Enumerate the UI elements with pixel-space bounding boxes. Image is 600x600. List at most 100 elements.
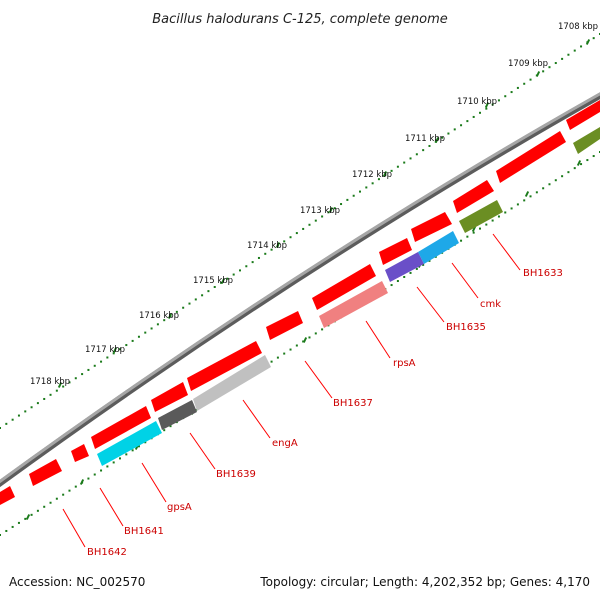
gene-bar-cyan[interactable]: [97, 421, 162, 466]
gene-label-gpsa[interactable]: gpsA: [167, 502, 192, 513]
ruler-minor-tick: [207, 290, 210, 293]
genome-backbone: [0, 92, 600, 484]
ruler-minor-tick: [93, 364, 96, 367]
gene-bar-darkgray[interactable]: [158, 400, 197, 430]
gene-bar-olive[interactable]: [573, 127, 600, 154]
ruler-minor-tick: [516, 86, 519, 89]
ruler-minor-tick: [43, 505, 46, 508]
gene-bar-olive[interactable]: [459, 200, 503, 233]
cds-arrow[interactable]: [29, 459, 62, 486]
cds-arrow[interactable]: [453, 180, 494, 213]
gene-label-bh1635[interactable]: BH1635: [446, 322, 486, 333]
gene-bar-blue[interactable]: [418, 231, 459, 264]
ruler-minor-tick: [359, 190, 361, 193]
ruler-minor-tick: [49, 393, 52, 396]
ruler-major-tick: [535, 71, 541, 77]
ruler-minor-tick: [36, 509, 39, 512]
ruler-minor-tick: [346, 198, 349, 201]
ruler-minor-tick: [592, 37, 595, 40]
ruler-minor-tick: [93, 473, 96, 476]
ruler-minor-tick: [377, 178, 380, 181]
ruler-minor-tick: [479, 111, 481, 114]
ruler-minor-tick: [554, 179, 557, 182]
ruler-minor-tick: [523, 82, 526, 85]
ruler-minor-tick: [201, 294, 204, 297]
gene-label-bh1637[interactable]: BH1637: [333, 398, 373, 409]
ruler-minor-tick: [403, 275, 406, 278]
gene-label-cmk[interactable]: cmk: [480, 299, 501, 310]
ruler-minor-tick: [188, 302, 191, 305]
kbp-label: 1712 kbp: [352, 170, 392, 180]
ruler-minor-tick: [491, 103, 494, 106]
inner-strand-features: [97, 127, 600, 466]
gene-bar-lightgray[interactable]: [193, 355, 271, 411]
ruler-minor-tick: [245, 265, 248, 268]
gene-label-bh1633[interactable]: BH1633: [523, 268, 563, 279]
ruler-minor-tick: [30, 406, 33, 409]
ruler-minor-tick: [194, 298, 197, 301]
ruler-minor-tick: [11, 525, 14, 528]
ruler-minor-tick: [510, 91, 513, 94]
ruler-minor-tick: [365, 186, 368, 189]
ruler-major-tick: [382, 171, 388, 177]
ruler-minor-tick: [428, 144, 431, 147]
cds-arrow[interactable]: [312, 264, 376, 310]
ruler-minor-tick: [163, 429, 166, 432]
ruler-minor-tick: [17, 521, 20, 524]
ruler-minor-tick: [504, 211, 507, 214]
ruler-minor-tick: [74, 377, 77, 380]
ruler-minor-tick: [592, 155, 595, 158]
ruler-minor-tick: [422, 149, 425, 152]
ruler-minor-tick: [283, 240, 286, 243]
cds-arrow[interactable]: [71, 444, 89, 462]
ruler-minor-tick: [510, 207, 513, 210]
ruler-minor-tick: [239, 269, 241, 272]
gene-label-bh1639[interactable]: BH1639: [216, 469, 256, 480]
ruler-minor-tick: [264, 252, 267, 255]
ruler-minor-tick: [144, 441, 147, 444]
ruler-minor-tick: [371, 182, 374, 185]
map-title: Bacillus halodurans C-125, complete geno…: [152, 12, 448, 27]
gene-label-rpsa[interactable]: rpsA: [393, 358, 416, 369]
ruler-minor-tick: [314, 332, 317, 335]
cds-arrow[interactable]: [496, 131, 566, 183]
ruler-minor-tick: [68, 381, 71, 384]
ruler-minor-tick: [232, 273, 235, 276]
ruler-minor-tick: [156, 323, 159, 326]
ruler-minor-tick: [43, 397, 46, 400]
gene-label-bh1641[interactable]: BH1641: [124, 526, 164, 537]
ruler-minor-tick: [226, 277, 229, 280]
kbp-labels: 1708 kbp 1709 kbp 1710 kbp 1711 kbp 1712 kbp…: [30, 22, 598, 387]
gene-label-bh1642[interactable]: BH1642: [87, 547, 127, 558]
kbp-label: 1711 kbp: [405, 134, 445, 144]
gene-label-enga[interactable]: engA: [272, 438, 298, 449]
ruler-minor-tick: [561, 175, 564, 178]
cds-arrow[interactable]: [187, 341, 262, 391]
ruler-minor-tick: [308, 336, 311, 339]
ruler-minor-tick: [119, 348, 121, 351]
ruler-minor-tick: [150, 327, 153, 330]
ruler-minor-tick: [453, 128, 456, 131]
gene-bar-pink[interactable]: [319, 281, 388, 328]
ruler-minor-tick: [295, 344, 298, 347]
cds-arrow[interactable]: [91, 406, 151, 449]
cds-arrow[interactable]: [379, 238, 412, 265]
ruler-minor-tick: [112, 461, 115, 464]
ruler-minor-tick: [131, 449, 134, 452]
ruler-minor-tick: [415, 153, 418, 156]
cds-arrow[interactable]: [411, 212, 452, 242]
ruler-major-tick: [484, 102, 490, 108]
cds-arrow[interactable]: [151, 382, 188, 412]
cds-arrow[interactable]: [0, 486, 15, 505]
ruler-minor-tick: [0, 534, 1, 536]
cds-arrow[interactable]: [266, 311, 303, 340]
accession-text: Accession: NC_002570: [9, 575, 145, 589]
outer-ruler: [0, 33, 600, 429]
ruler-minor-tick: [302, 227, 305, 230]
gene-bar-purple[interactable]: [385, 252, 424, 282]
ruler-minor-tick: [529, 78, 532, 81]
ruler-minor-tick: [144, 331, 147, 334]
genome-summary-text: Topology: circular; Length: 4,202,352 bp…: [259, 575, 590, 589]
cds-arrow[interactable]: [566, 100, 600, 130]
